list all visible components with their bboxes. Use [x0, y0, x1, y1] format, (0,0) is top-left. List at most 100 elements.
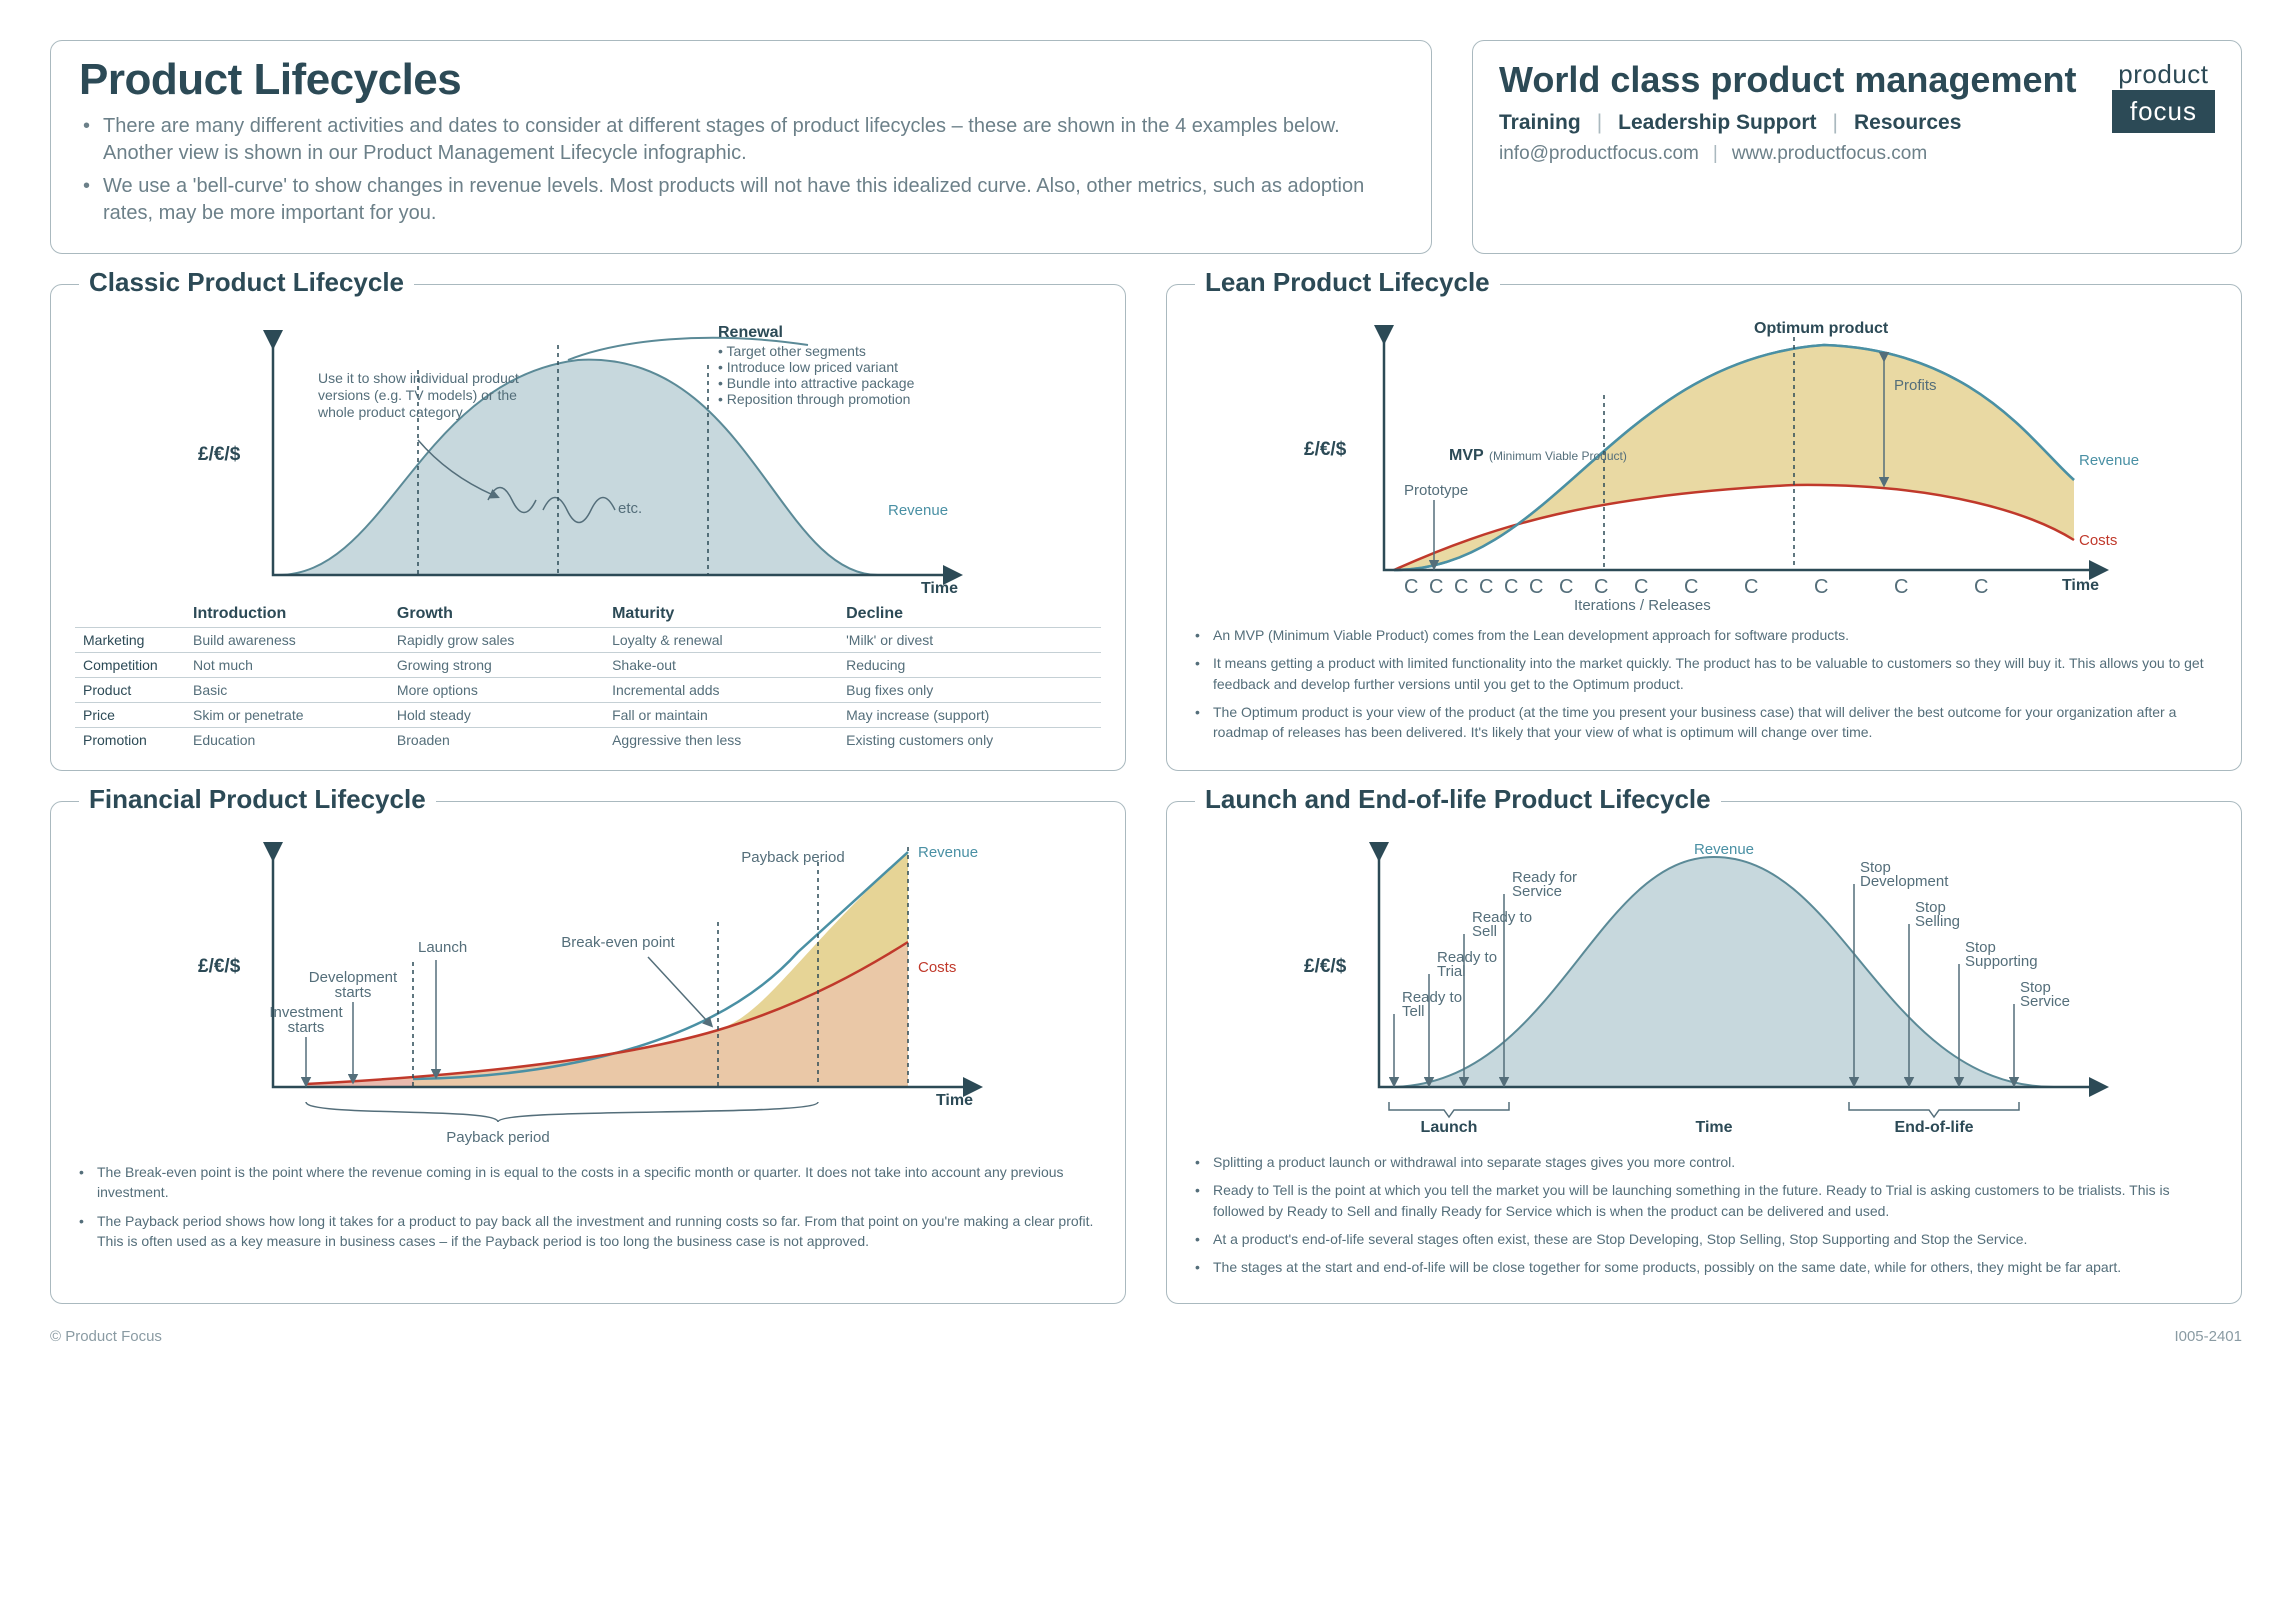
table-cell: Education: [185, 728, 389, 753]
table-cell: Shake-out: [604, 653, 838, 678]
svg-text:Ready toTrial: Ready toTrial: [1437, 949, 1497, 980]
fin-bullet: The Break-even point is the point where …: [97, 1162, 1101, 1203]
svg-text:Ready forService: Ready forService: [1512, 869, 1577, 900]
xlabel: Time: [921, 580, 958, 595]
brand-logo: product focus: [2112, 59, 2215, 133]
brand-logo-top: product: [2118, 59, 2208, 90]
table-row: MarketingBuild awarenessRapidly grow sal…: [75, 628, 1101, 653]
table-cell: Aggressive then less: [604, 728, 838, 753]
table-row: CompetitionNot muchGrowing strongShake-o…: [75, 653, 1101, 678]
table-cell: Basic: [185, 678, 389, 703]
lean-iteration-marks: CCCCCCCCCCCCCC: [1404, 576, 1988, 598]
table-cell: Loyalty & renewal: [604, 628, 838, 653]
brand-title: World class product management: [1499, 59, 2088, 101]
lean-prototype-label: Prototype: [1404, 482, 1468, 499]
header-bullet: There are many different activities and …: [103, 113, 1403, 167]
svg-text:C: C: [1529, 576, 1543, 598]
panel-title-lean: Lean Product Lifecycle: [1195, 267, 1500, 298]
xlabel: Time: [2062, 577, 2099, 594]
header-box: Product Lifecycles There are many differ…: [50, 40, 1432, 254]
separator: |: [1597, 111, 1602, 135]
svg-text:C: C: [1479, 576, 1493, 598]
table-cell: May increase (support): [838, 703, 1101, 728]
table-cell: Bug fixes only: [838, 678, 1101, 703]
table-cell: Fall or maintain: [604, 703, 838, 728]
separator: |: [1833, 111, 1838, 135]
table-cell: Hold steady: [389, 703, 604, 728]
eol-bell-curve: [1389, 857, 2054, 1087]
row-label: Product: [75, 678, 185, 703]
eol-brace: [1849, 1102, 2019, 1117]
table-cell: Rapidly grow sales: [389, 628, 604, 653]
brand-link-leadership: Leadership Support: [1618, 111, 1816, 135]
lean-costs-label: Costs: [2079, 532, 2117, 549]
row-label: Marketing: [75, 628, 185, 653]
stage-header: Introduction: [185, 601, 389, 628]
svg-text:StopDevelopment: StopDevelopment: [1860, 859, 1949, 890]
table-row: PromotionEducationBroadenAggressive then…: [75, 728, 1101, 753]
svg-text:C: C: [1594, 576, 1608, 598]
fin-bullet: The Payback period shows how long it tak…: [97, 1211, 1101, 1252]
eol-revenue-label: Revenue: [1694, 841, 1754, 858]
row-label: Price: [75, 703, 185, 728]
eol-bullet: Splitting a product launch or withdrawal…: [1213, 1152, 2217, 1172]
lean-revenue-label: Revenue: [2079, 452, 2139, 469]
panel-grid: Classic Product Lifecycle: [50, 284, 2242, 1304]
fin-payback-brace-label: Payback period: [446, 1129, 549, 1146]
stage-header: Maturity: [604, 601, 838, 628]
eol-bullet: The stages at the start and end-of-life …: [1213, 1257, 2217, 1277]
ylabel: £/€/$: [198, 444, 241, 465]
table-cell: Growing strong: [389, 653, 604, 678]
stage-header: Decline: [838, 601, 1101, 628]
classic-renewal-title: Renewal: [718, 324, 783, 341]
financial-chart: £/€/$ Revenue Costs Payback period Break…: [75, 832, 1101, 1152]
header-bullets: There are many different activities and …: [79, 113, 1403, 227]
panel-launch-eol: Launch and End-of-life Product Lifecycle…: [1166, 801, 2242, 1304]
classic-chart: £/€/$ Revenue Use it to show individual …: [75, 315, 1101, 595]
brand-link-training: Training: [1499, 111, 1581, 135]
table-header-row: Introduction Growth Maturity Decline: [75, 601, 1101, 628]
lean-iterations-label: Iterations / Releases: [1574, 597, 1711, 614]
launch-eol-chart: £/€/$ Revenue Ready toTell Ready toTrial R…: [1191, 832, 2217, 1142]
brand-url: www.productfocus.com: [1732, 143, 1927, 165]
table-cell: Not much: [185, 653, 389, 678]
lean-bullet: The Optimum product is your view of the …: [1213, 702, 2217, 743]
footer-left: © Product Focus: [50, 1328, 162, 1345]
table-cell: Incremental adds: [604, 678, 838, 703]
svg-text:C: C: [1974, 576, 1988, 598]
fin-payback-brace: [306, 1102, 818, 1122]
svg-text:C: C: [1559, 576, 1573, 598]
panel-title-financial: Financial Product Lifecycle: [79, 784, 436, 815]
row-label: Promotion: [75, 728, 185, 753]
ylabel: £/€/$: [198, 956, 241, 977]
fin-inv-label: Investmentstarts: [269, 1004, 343, 1036]
lean-bullet: It means getting a product with limited …: [1213, 653, 2217, 694]
svg-text:Ready toSell: Ready toSell: [1472, 909, 1532, 940]
table-cell: More options: [389, 678, 604, 703]
top-row: Product Lifecycles There are many differ…: [50, 40, 2242, 254]
fin-break-even: Break-even point: [561, 934, 675, 951]
brand-email: info@productfocus.com: [1499, 143, 1699, 165]
table-cell: Reducing: [838, 653, 1101, 678]
lean-optimum-label: Optimum product: [1754, 320, 1889, 337]
svg-text:C: C: [1454, 576, 1468, 598]
classic-revenue-label: Revenue: [888, 502, 948, 519]
xlabel: Time: [1695, 1119, 1732, 1136]
launch-brace: [1389, 1102, 1509, 1117]
fin-dev-label: Developmentstarts: [309, 969, 398, 1001]
eol-bullet: At a product's end-of-life several stage…: [1213, 1229, 2217, 1249]
xlabel: Time: [936, 1092, 973, 1109]
svg-text:C: C: [1744, 576, 1758, 598]
renewal-item: Introduce low priced variant: [718, 359, 978, 375]
svg-text:Ready toTell: Ready toTell: [1402, 989, 1462, 1020]
table-cell: Build awareness: [185, 628, 389, 653]
renewal-item: Reposition through promotion: [718, 391, 978, 407]
svg-text:C: C: [1429, 576, 1443, 598]
lean-profits-label: Profits: [1894, 377, 1937, 394]
table-row: PriceSkim or penetrateHold steadyFall or…: [75, 703, 1101, 728]
brand-box: World class product management Training …: [1472, 40, 2242, 254]
ylabel: £/€/$: [1304, 956, 1347, 977]
table-cell: 'Milk' or divest: [838, 628, 1101, 653]
financial-bullets: The Break-even point is the point where …: [75, 1162, 1101, 1251]
table-cell: Existing customers only: [838, 728, 1101, 753]
